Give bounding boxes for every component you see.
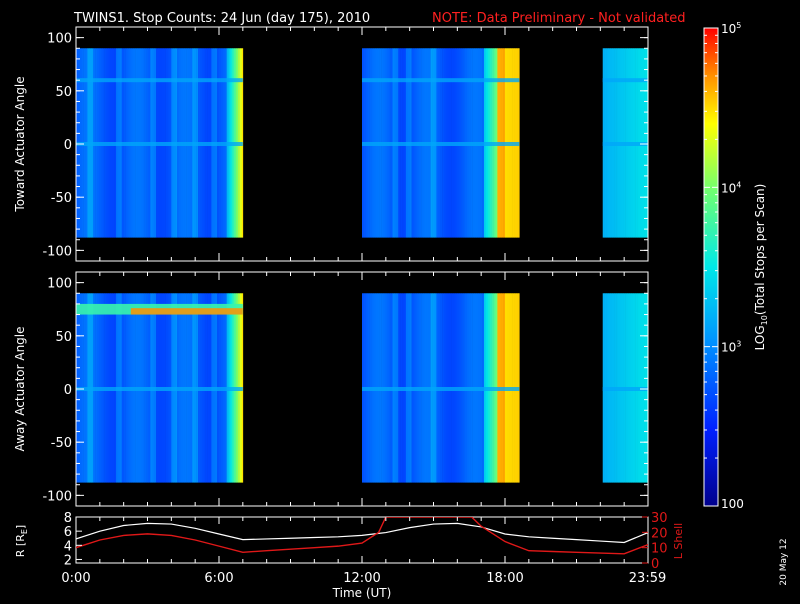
toward-y-axis: -100 -50 0 50 100	[42, 32, 648, 259]
colorbar-tick-label: 105	[721, 21, 741, 36]
radius-tick-label: 8	[64, 511, 72, 526]
lshell-axis-label: L Shell	[672, 523, 685, 559]
time-axis-label: Time (UT)	[332, 586, 392, 600]
time-tick-label: 12:00	[343, 571, 380, 586]
away-y-axis: -100 -50 0 50 100	[42, 277, 648, 504]
y-tick-label: 0	[64, 138, 72, 153]
lshell-tick-label: 0	[651, 557, 659, 572]
away-x-ticks	[75, 272, 649, 506]
colorbar-tick-label: 100	[721, 497, 744, 511]
away-heatmap-panel	[76, 293, 649, 483]
spin-stripe	[362, 78, 520, 83]
colorbar-tick-exponent: 3	[736, 340, 741, 349]
spin-stripe	[76, 142, 243, 146]
lshell-tick-label: 10	[651, 542, 668, 557]
spin-stripe	[76, 78, 243, 83]
colorbar-label: LOG10(Total Stops per Scan)	[753, 184, 769, 351]
y-tick-label: 50	[55, 330, 72, 345]
colorbar-tick-base: 10	[721, 22, 736, 36]
y-tick-label: -100	[42, 244, 72, 259]
colorbar-tick-label: 103	[721, 340, 741, 355]
y-tick-label: -50	[51, 436, 72, 451]
colorbar-frame	[703, 27, 719, 507]
time-tick-label: 0:00	[61, 571, 90, 586]
radius-tick-label: 4	[64, 539, 72, 554]
orbit-panel-frame	[75, 516, 649, 564]
spin-stripe	[362, 387, 520, 391]
colorbar-tick-exponent: 4	[736, 180, 741, 189]
colorbar-tick-label: 104	[721, 180, 741, 195]
time-axis: 0:00 6:00 12:00 18:00 23:59	[61, 517, 666, 586]
y-tick-label: -50	[51, 191, 72, 206]
chart-note: NOTE: Data Preliminary - Not validated	[432, 11, 686, 26]
spin-stripe	[76, 387, 243, 391]
y-tick-label: 0	[64, 383, 72, 398]
radius-tick-label: 2	[64, 553, 72, 568]
spin-stripe	[602, 78, 648, 83]
colorbar-tick-base: 10	[721, 181, 736, 195]
spin-stripe	[602, 142, 648, 146]
lshell-tick-label: 30	[651, 511, 668, 526]
radius-line	[76, 522, 648, 544]
colorbar	[704, 28, 718, 506]
spin-stripe	[362, 142, 520, 146]
away-y-axis-label: Away Actuator Angle	[13, 326, 27, 451]
peak-count-band	[130, 308, 243, 315]
colorbar-tick-base: 10	[721, 341, 736, 355]
time-tick-label: 23:59	[629, 571, 666, 586]
radius-axis-label: R [RE]	[14, 525, 29, 557]
colorbar-tick-exponent: 5	[736, 21, 741, 30]
time-tick-label: 18:00	[486, 571, 523, 586]
toward-y-axis-label: Toward Actuator Angle	[13, 76, 27, 212]
y-tick-label: 100	[47, 32, 72, 47]
toward-heatmap-panel	[76, 48, 649, 238]
y-tick-label: 100	[47, 277, 72, 292]
lshell-tick-label: 20	[651, 526, 668, 541]
toward-x-ticks	[75, 27, 649, 261]
spin-stripe	[602, 387, 648, 391]
radius-tick-label: 6	[64, 525, 72, 540]
chart-title: TWINS1. Stop Counts: 24 Jun (day 175), 2…	[73, 11, 370, 26]
y-tick-label: 50	[55, 85, 72, 100]
time-tick-label: 6:00	[204, 571, 233, 586]
datestamp: 20 May 12	[779, 538, 789, 585]
y-tick-label: -100	[42, 489, 72, 504]
colorbar-tick-base: 100	[721, 497, 744, 511]
orbit-lines	[76, 517, 648, 555]
lshell-line	[76, 517, 648, 555]
